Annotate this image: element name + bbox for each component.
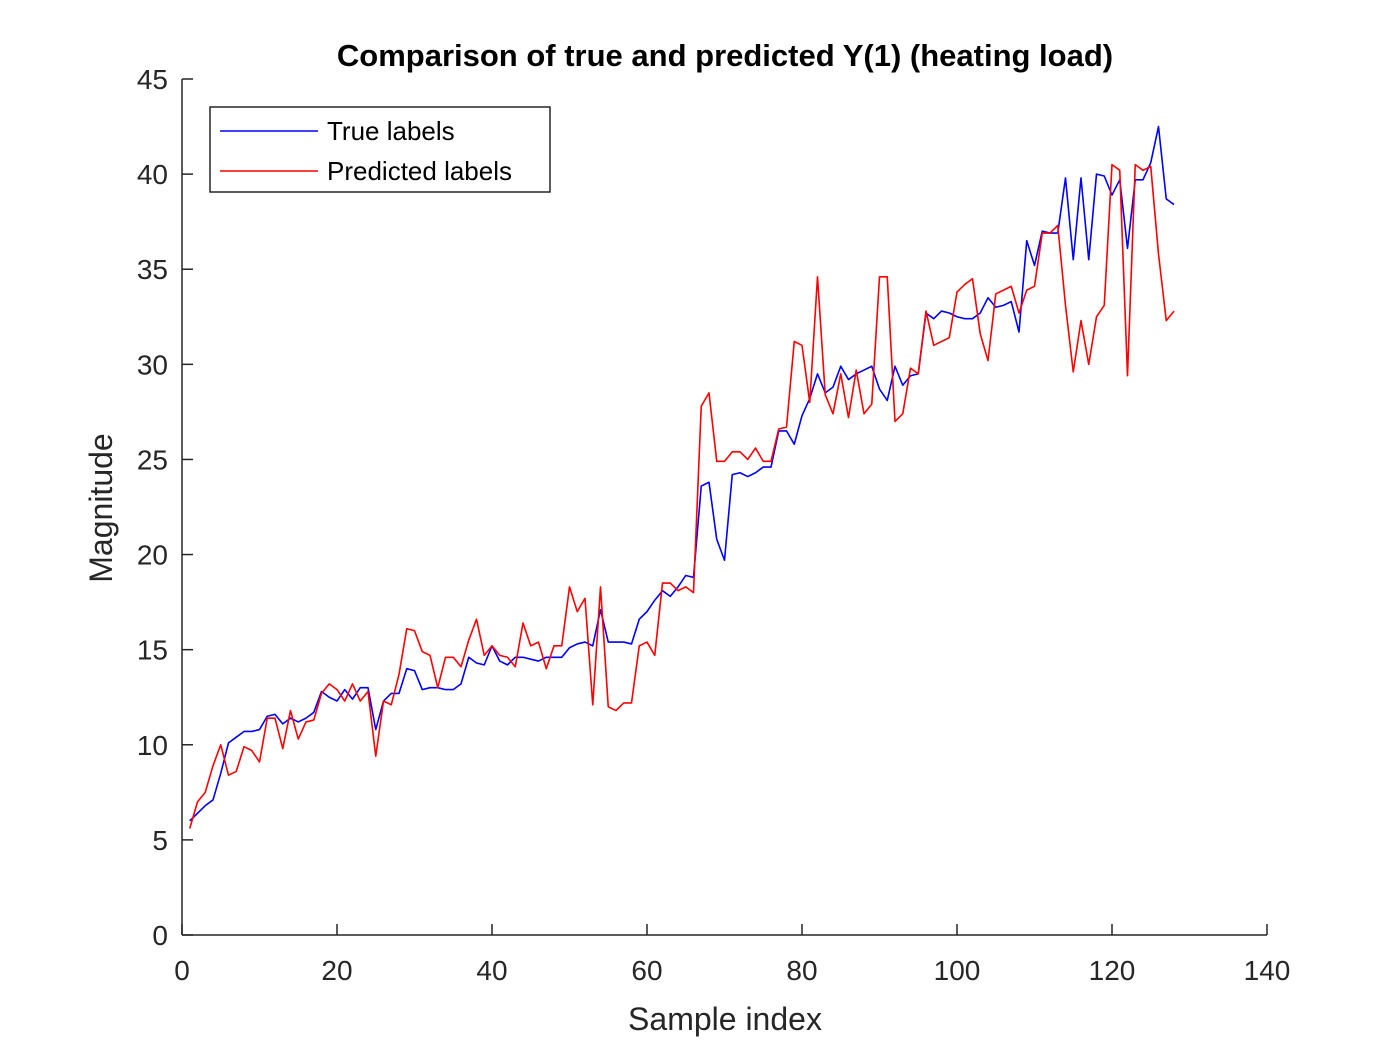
y-tick-label: 15 <box>137 635 168 666</box>
legend-box <box>209 106 551 193</box>
y-tick-label: 30 <box>137 349 168 380</box>
x-tick-label: 140 <box>1244 955 1291 986</box>
y-tick-label: 25 <box>137 444 168 475</box>
y-tick-label: 5 <box>152 825 168 856</box>
y-tick-label: 0 <box>152 920 168 951</box>
series-line-true-labels <box>189 125 1175 822</box>
x-tick-label: 60 <box>631 955 662 986</box>
legend: True labels Predicted labels <box>209 106 551 193</box>
legend-label-true-labels: True labels <box>327 116 455 146</box>
x-tick-label: 40 <box>476 955 507 986</box>
x-tick-label: 100 <box>934 955 981 986</box>
x-tick-label: 120 <box>1089 955 1136 986</box>
y-tick-label: 20 <box>137 540 168 571</box>
x-tick-label: 80 <box>786 955 817 986</box>
y-tick-label: 35 <box>137 254 168 285</box>
y-axis-label: Magnitude <box>83 433 119 582</box>
x-tick-label: 20 <box>321 955 352 986</box>
y-tick-label: 10 <box>137 730 168 761</box>
plot-area: 0 20 40 60 80 100 120 140 0 5 10 15 20 25 30 35 40 45 <box>137 64 1291 986</box>
y-tick-label: 45 <box>137 64 168 95</box>
y-tick-label: 40 <box>137 159 168 190</box>
x-axis-label: Sample index <box>628 1001 822 1037</box>
chart-title: Comparison of true and predicted Y(1) (h… <box>337 38 1113 73</box>
x-tick-label: 0 <box>174 955 190 986</box>
legend-label-predicted-labels: Predicted labels <box>327 156 512 186</box>
series-line-predicted-labels <box>188 163 1175 829</box>
